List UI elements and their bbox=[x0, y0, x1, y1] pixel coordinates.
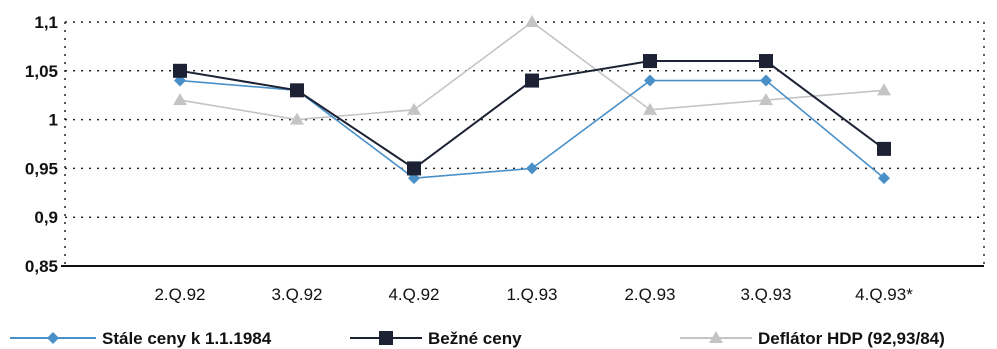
legend-label: Stále ceny k 1.1.1984 bbox=[102, 329, 272, 348]
legend: Stále ceny k 1.1.1984 Bežné ceny Deflátor … bbox=[10, 329, 945, 348]
triangle-marker bbox=[525, 15, 539, 27]
square-marker bbox=[290, 83, 304, 98]
square-marker bbox=[525, 73, 539, 88]
legend-label: Bežné ceny bbox=[428, 329, 522, 348]
x-tick-label: 1.Q.93 bbox=[506, 285, 557, 304]
x-tick-label: 4.Q.93* bbox=[855, 285, 913, 304]
diamond-marker bbox=[526, 162, 538, 175]
triangle-marker bbox=[290, 112, 304, 125]
square-marker bbox=[877, 141, 891, 156]
series-markers bbox=[173, 15, 891, 185]
triangle-marker bbox=[709, 331, 723, 343]
series-lines bbox=[179, 21, 885, 179]
tick-labels: 1,1 1,05 1 0,95 0,9 0,85 2.Q.92 3.Q.92 4.Q.92 1.Q… bbox=[25, 13, 913, 304]
grid bbox=[65, 21, 985, 266]
triangle-marker bbox=[759, 93, 773, 106]
diamond-marker bbox=[644, 74, 656, 87]
x-tick-label: 3.Q.92 bbox=[271, 285, 322, 304]
x-tick-label: 2.Q.92 bbox=[154, 285, 205, 304]
square-marker bbox=[173, 63, 187, 78]
diamond-marker bbox=[47, 332, 59, 344]
y-tick-label: 0,95 bbox=[25, 159, 58, 178]
x-tick-label: 2.Q.93 bbox=[624, 285, 675, 304]
x-tick-label: 3.Q.93 bbox=[740, 285, 791, 304]
square-marker bbox=[379, 331, 393, 345]
y-tick-label: 1,05 bbox=[25, 62, 58, 81]
diamond-marker bbox=[760, 74, 772, 87]
y-tick-label: 0,9 bbox=[34, 208, 58, 227]
y-tick-label: 1 bbox=[49, 111, 58, 130]
diamond-marker bbox=[878, 172, 890, 185]
axes bbox=[61, 22, 984, 267]
triangle-marker bbox=[643, 102, 657, 115]
square-marker bbox=[759, 54, 773, 69]
triangle-marker bbox=[173, 93, 187, 106]
square-marker bbox=[643, 54, 657, 69]
triangle-marker bbox=[877, 83, 891, 96]
y-tick-label: 0,85 bbox=[25, 257, 58, 276]
x-tick-label: 4.Q.92 bbox=[388, 285, 439, 304]
legend-label: Deflátor HDP (92,93/84) bbox=[758, 329, 945, 348]
y-tick-label: 1,1 bbox=[34, 13, 58, 32]
triangle-marker bbox=[407, 102, 421, 115]
square-marker bbox=[407, 161, 421, 176]
